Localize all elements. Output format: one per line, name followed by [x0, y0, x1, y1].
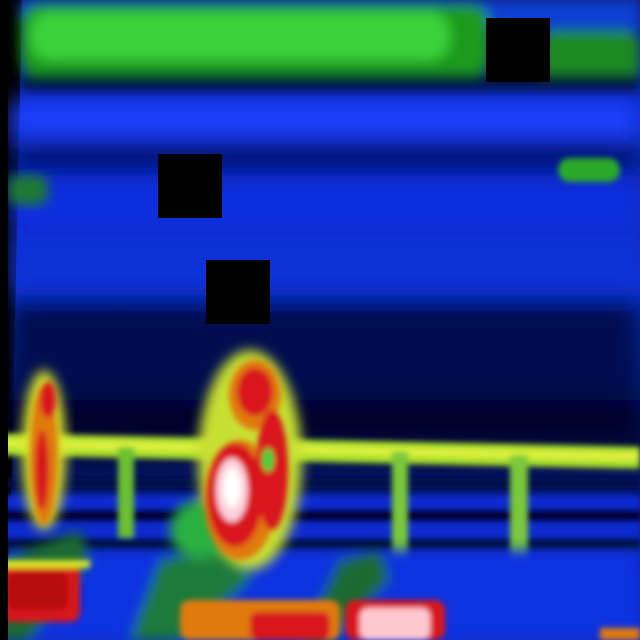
mask-block: [0, 0, 8, 640]
mid-cool-bands: [0, 100, 640, 440]
mask-block: [206, 260, 270, 324]
deck-area: [0, 530, 640, 640]
top-warm-band: [20, 0, 640, 92]
center-person-heat-signature: [170, 350, 302, 570]
left-warm-patch: [8, 175, 48, 205]
left-person-heat-signature: [22, 370, 66, 530]
small-warm-object: [558, 158, 620, 182]
mask-block: [158, 154, 222, 218]
mask-block: [486, 18, 550, 82]
masked-regions: [0, 0, 550, 640]
railing: [0, 433, 640, 606]
hot-object-bottom-left: [0, 560, 90, 622]
hot-objects-bottom: [180, 600, 640, 640]
